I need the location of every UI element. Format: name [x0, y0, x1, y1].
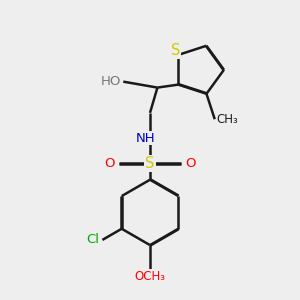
Text: HO: HO	[101, 75, 122, 88]
Text: O: O	[105, 157, 115, 170]
Text: S: S	[145, 156, 155, 171]
Text: Cl: Cl	[86, 233, 99, 246]
Text: S: S	[171, 43, 180, 58]
Text: OCH₃: OCH₃	[134, 270, 166, 283]
Text: O: O	[185, 157, 195, 170]
Text: CH₃: CH₃	[216, 113, 238, 126]
Text: NH: NH	[136, 132, 155, 145]
